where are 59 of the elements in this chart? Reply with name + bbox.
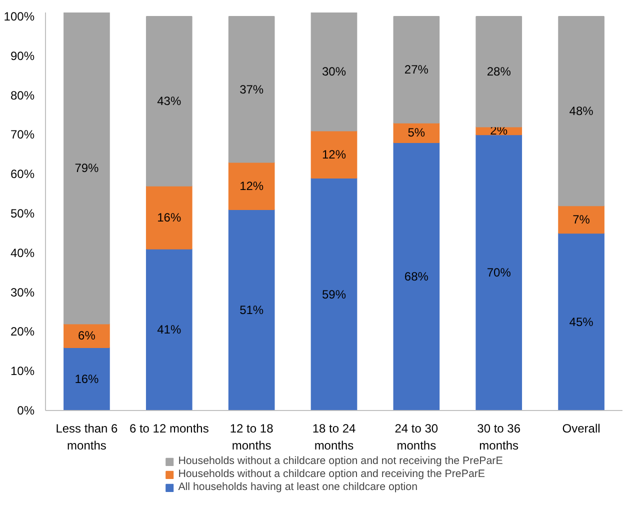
bar bbox=[558, 205, 604, 234]
bar bbox=[476, 16, 522, 128]
bar bbox=[228, 162, 275, 210]
bar bbox=[146, 248, 192, 410]
y-tick-label: 40% bbox=[10, 246, 35, 260]
data-label: 6% bbox=[78, 328, 96, 343]
y-tick-label: 100% bbox=[4, 9, 35, 24]
x-tick-label: 12 to 18 months bbox=[230, 422, 274, 452]
bar bbox=[558, 16, 604, 206]
bar bbox=[228, 209, 275, 410]
data-label: 43% bbox=[157, 94, 182, 108]
data-label: 16% bbox=[74, 372, 100, 386]
data-label: 12% bbox=[240, 178, 264, 193]
data-label: 68% bbox=[404, 270, 429, 284]
bar bbox=[228, 16, 275, 163]
bar bbox=[64, 346, 110, 410]
y-tick-label: 90% bbox=[10, 48, 35, 63]
x-tick-label: 30 to 36 months bbox=[477, 422, 521, 452]
x-tick-label: 6 to 12 months bbox=[129, 422, 209, 436]
legend-label: Households without a childcare option and not receiving the PreParE bbox=[178, 455, 503, 467]
x-tick-label: 24 to 30 months bbox=[394, 422, 438, 452]
x-tick-label: Less than 6 months bbox=[56, 422, 118, 452]
y-tick-label: 30% bbox=[10, 285, 35, 300]
data-label: 41% bbox=[157, 322, 182, 337]
y-tick-label: 70% bbox=[10, 128, 35, 142]
data-label: 37% bbox=[240, 82, 264, 96]
x-tick-label: 18 to 24 months bbox=[312, 422, 356, 452]
bar bbox=[393, 142, 440, 410]
bar bbox=[310, 12, 358, 132]
data-label: 51% bbox=[240, 303, 264, 318]
legend-label: Households without a childcare option and receiving the PreParE bbox=[178, 468, 486, 480]
y-tick-label: 10% bbox=[10, 364, 35, 378]
data-label: 79% bbox=[74, 161, 100, 176]
bar bbox=[558, 232, 604, 410]
x-tick-label: Overall bbox=[562, 422, 600, 436]
data-label: 12% bbox=[322, 147, 346, 162]
data-label: 48% bbox=[569, 104, 594, 118]
data-label: 16% bbox=[157, 210, 182, 224]
data-label: 5% bbox=[408, 126, 426, 140]
data-label: 70% bbox=[486, 266, 512, 280]
data-label: 45% bbox=[569, 314, 594, 329]
data-label: 7% bbox=[572, 212, 590, 226]
bar bbox=[310, 130, 358, 179]
bar bbox=[310, 178, 358, 410]
bar bbox=[146, 185, 192, 250]
y-tick-label: 80% bbox=[10, 88, 35, 102]
y-tick-label: 20% bbox=[10, 324, 35, 339]
bar bbox=[476, 134, 522, 410]
data-label: 28% bbox=[486, 64, 512, 79]
data-label: 30% bbox=[322, 64, 346, 79]
legend-label: All households having at least one childcare option bbox=[178, 481, 418, 493]
data-label: 59% bbox=[322, 287, 346, 302]
bar bbox=[146, 16, 192, 186]
y-tick-label: 60% bbox=[10, 167, 35, 182]
y-tick-label: 50% bbox=[10, 206, 35, 220]
bar bbox=[393, 16, 440, 124]
y-tick-label: 0% bbox=[17, 404, 35, 418]
data-label: 27% bbox=[404, 62, 429, 77]
bar bbox=[64, 12, 110, 324]
